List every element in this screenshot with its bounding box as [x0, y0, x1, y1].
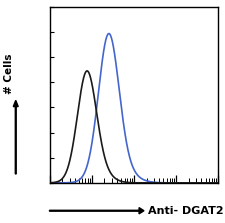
Text: Anti- DGAT2: Anti- DGAT2	[148, 206, 224, 216]
Text: # Cells: # Cells	[4, 53, 14, 94]
